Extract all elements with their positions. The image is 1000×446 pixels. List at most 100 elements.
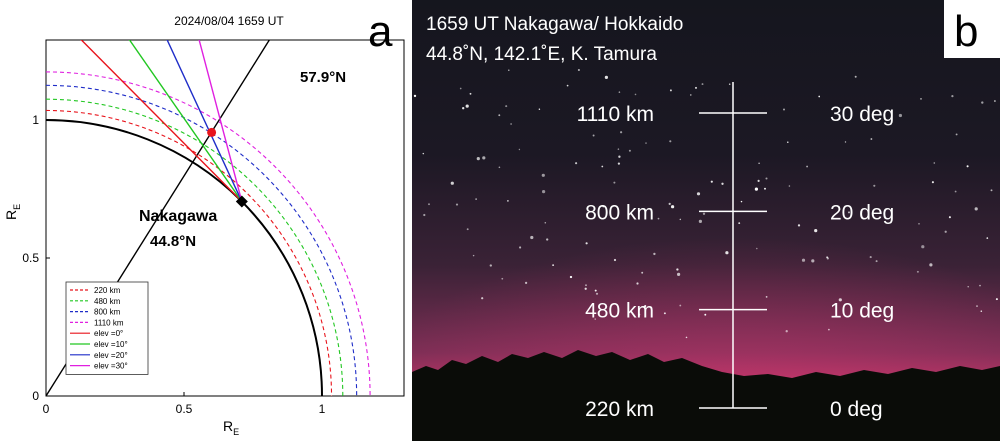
altitude-label: 1110 km [577,103,654,126]
panel-a: 0 0.5 1 0 0.5 1 2024/08/04 1659 UT a 57.9°N N… [0,0,412,441]
elevation-ray-10deg [128,40,243,202]
star [476,157,480,161]
x-axis-label: RE [223,418,239,437]
star [455,203,459,206]
star [677,272,681,276]
x-tick-label: 0 [43,402,50,416]
star [869,256,872,259]
star [595,292,599,295]
star [469,92,472,95]
star [870,138,873,140]
star [933,162,936,164]
star [644,305,647,308]
elevation-ray-30deg [198,40,243,202]
star [422,152,425,155]
photo-caption-line2: 44.8˚N, 142.1˚E, K. Tamura [426,44,657,65]
panel-b: 1659 UT Nakagawa/ Hokkaido 44.8˚N, 142.1… [412,0,1000,441]
star [645,142,647,144]
star [510,123,512,125]
star [585,242,588,245]
star [584,287,587,290]
star [604,75,608,79]
star [636,282,639,285]
star [954,190,957,193]
star [524,281,528,285]
field-line-lat-label: 57.9°N [300,69,346,86]
star [676,268,679,271]
star [981,101,984,104]
star [877,311,880,313]
star [679,218,682,221]
star [498,114,501,117]
star [685,336,688,339]
star [993,100,996,102]
star [544,221,547,224]
star [696,192,701,196]
star [918,223,920,225]
star [668,202,671,206]
x-tick-label: 1 [319,402,326,416]
star [754,187,758,191]
legend-box [65,281,149,375]
star [788,185,791,187]
star [702,212,706,215]
star [613,258,617,262]
aurora-photo: 1659 UT Nakagawa/ Hokkaido 44.8˚N, 142.1… [412,0,1000,441]
star [920,97,922,100]
panel-letter-b: b [954,7,978,56]
star [618,91,621,93]
star [538,108,541,111]
y-axis-label: RE [3,204,22,220]
star [710,180,713,183]
star [542,190,546,194]
star [875,260,878,263]
star [450,181,454,185]
star [974,207,978,211]
altitude-label: 480 km [585,300,654,323]
star [475,198,477,200]
photo-caption-line1: 1659 UT Nakagawa/ Hokkaido [426,14,683,35]
star [501,277,504,280]
star [641,271,644,274]
plot-title: 2024/08/04 1659 UT [174,14,284,28]
star [765,296,768,298]
star [653,252,656,256]
star [967,285,969,288]
star [575,162,578,165]
star [738,222,741,225]
altitude-shell-1110km [46,71,371,396]
station-marker [235,195,248,208]
star [980,310,983,312]
star [569,275,573,279]
geometry-plot: 0 0.5 1 0 0.5 1 2024/08/04 1659 UT a 57.9°N N… [3,7,405,437]
star [690,94,692,96]
star [489,264,492,267]
star [618,155,621,158]
intersection-point [207,127,217,137]
altitude-label: 220 km [585,398,654,421]
star [728,83,731,85]
star [931,181,934,184]
star [725,251,729,255]
star [601,165,604,168]
star [929,263,933,267]
star [577,68,580,72]
star [466,228,469,231]
x-tick-label: 0.5 [176,402,193,416]
star [951,95,954,98]
star [955,133,958,136]
star [948,216,951,219]
star [413,94,417,98]
elevation-label: 0 deg [830,398,883,421]
star [756,247,758,250]
legend-entry: 800 km [94,308,121,317]
star [481,297,484,300]
star [459,87,462,90]
star [530,235,534,240]
star [765,177,768,180]
star [698,219,702,223]
y-tick-label: 0.5 [22,251,39,265]
elevation-ray-20deg [166,40,243,202]
star [669,140,672,143]
